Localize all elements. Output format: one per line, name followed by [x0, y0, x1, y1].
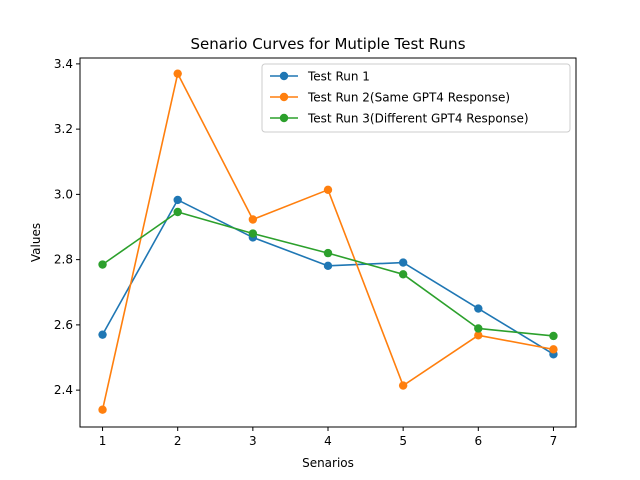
series-1-point — [474, 304, 483, 313]
y-tick-label: 3.4 — [54, 57, 73, 71]
series-3-point — [173, 207, 182, 217]
series-2-point — [248, 215, 258, 224]
x-tick-label: 5 — [399, 434, 407, 448]
chart-title: Senario Curves for Mutiple Test Runs — [190, 35, 465, 53]
series-3-point — [323, 248, 333, 258]
legend: Test Run 1 Test Run 2(Same GPT4 Response)… — [261, 63, 571, 133]
legend-swatch-marker — [279, 71, 289, 81]
x-axis-label: Senarios — [302, 456, 354, 470]
series-3-point — [398, 270, 408, 279]
series-2-point — [323, 185, 333, 195]
x-tick-label: 4 — [324, 434, 332, 448]
plot-area — [98, 69, 558, 414]
series-3-point — [474, 324, 483, 333]
series-1-point — [323, 261, 333, 271]
y-axis-label: Values — [29, 223, 43, 262]
legend-box — [261, 63, 571, 133]
series-2-point — [398, 381, 408, 390]
legend-label: Test Run 1 — [307, 70, 370, 84]
legend-swatch-marker — [279, 113, 289, 123]
y-tick-label: 3.0 — [54, 187, 73, 201]
series-3-point — [248, 229, 258, 238]
x-tick-label: 6 — [474, 434, 482, 448]
legend-label: Test Run 2(Same GPT4 Response) — [307, 91, 510, 105]
series-2-point — [173, 69, 182, 78]
series-2-point — [98, 405, 107, 414]
x-tick-label: 1 — [99, 434, 107, 448]
legend-label: Test Run 3(Different GPT4 Response) — [307, 112, 529, 126]
series-3-point — [549, 331, 558, 341]
series-3-point — [98, 260, 107, 269]
series-2-point — [549, 345, 558, 354]
y-tick-label: 2.8 — [54, 253, 73, 267]
series-1-point — [98, 330, 107, 339]
y-tick-label: 3.2 — [54, 122, 73, 136]
x-tick-label: 7 — [550, 434, 558, 448]
legend-swatch-marker — [279, 92, 289, 102]
y-tick-label: 2.6 — [54, 318, 73, 332]
x-tick-label: 2 — [174, 434, 182, 448]
series-1-point — [173, 195, 182, 205]
series-2-point — [474, 331, 483, 340]
x-tick-label: 3 — [249, 434, 257, 448]
y-tick-label: 2.4 — [54, 383, 73, 397]
axes: 1 2 3 4 5 6 7 2.4 2.6 2.8 3.0 3.2 3.4 — [54, 57, 557, 448]
series-1-point — [398, 258, 408, 267]
